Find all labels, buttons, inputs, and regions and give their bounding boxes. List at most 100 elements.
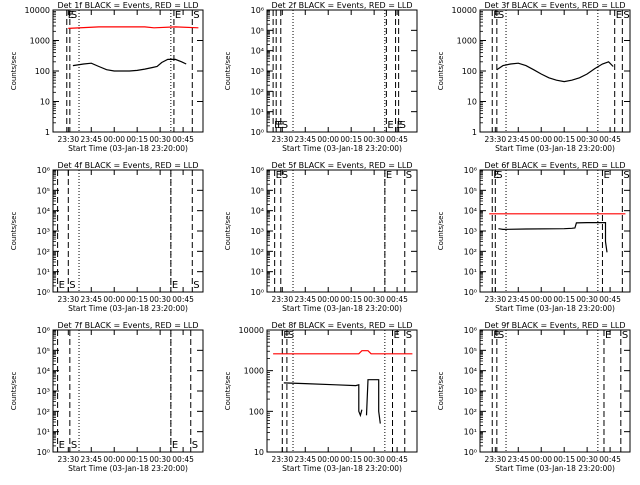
y-tick-label: 10⁰ [37, 448, 50, 457]
event-rate-line [498, 222, 608, 253]
y-axis-label: Counts/sec [224, 52, 232, 91]
y-axis-label: Counts/sec [10, 372, 18, 411]
y-tick-label: 10000 [239, 326, 264, 335]
event-marker-label: E [277, 120, 283, 131]
y-tick-label: 10³ [37, 387, 50, 396]
detector-panel-1: Det 1f BLACK = Events, RED = LLD Counts/s… [10, 1, 204, 153]
x-tick-label: 23:45 [507, 295, 529, 304]
event-marker-label: S [406, 330, 412, 341]
event-marker-label: S [282, 120, 288, 131]
x-tick-label: 00:30 [363, 455, 385, 464]
y-tick-label: 1 [45, 128, 50, 137]
event-marker-label: S [192, 440, 198, 451]
y-tick-label: 10⁶ [37, 166, 50, 175]
x-tick-label: 00:00 [530, 455, 552, 464]
y-tick-label: 10³ [251, 67, 264, 76]
x-tick-label: 23:45 [80, 295, 102, 304]
x-tick-label: 00:15 [340, 295, 362, 304]
event-marker-label: S [498, 10, 504, 21]
y-tick-label: 100 [462, 67, 477, 76]
chart-title: Det 6f BLACK = Events, RED = LLD [484, 161, 625, 170]
y-tick-label: 10¹ [464, 428, 477, 437]
x-tick-label: 00:15 [126, 455, 148, 464]
chart-title: Det 2f BLACK = Events, RED = LLD [271, 1, 412, 10]
x-tick-label: 00:00 [103, 295, 125, 304]
y-tick-label: 10⁶ [251, 166, 264, 175]
x-tick-label: 00:00 [317, 135, 339, 144]
y-tick-label: 10⁵ [464, 346, 477, 355]
event-marker-label: S [288, 330, 294, 341]
y-tick-label: 1000 [30, 37, 50, 46]
x-tick-label: 00:45 [386, 295, 408, 304]
y-tick-label: 10³ [464, 227, 477, 236]
y-tick-label: 10000 [452, 6, 477, 15]
y-tick-label: 100 [35, 67, 50, 76]
chart-title: Det 9f BLACK = Events, RED = LLD [484, 321, 625, 330]
x-tick-label: 00:30 [576, 295, 598, 304]
event-marker-label: S [71, 10, 77, 21]
y-axis-label: Counts/sec [10, 52, 18, 91]
x-tick-label: 00:15 [340, 455, 362, 464]
y-tick-label: 10¹ [464, 268, 477, 277]
chart-title: Det 5f BLACK = Events, RED = LLD [271, 161, 412, 170]
x-axis-label: Start Time (03-Jan-18 23:20:00) [282, 144, 402, 153]
y-tick-label: 10⁵ [251, 26, 264, 35]
event-marker-label: E [172, 440, 178, 451]
y-tick-label: 10⁰ [464, 288, 477, 297]
y-axis-label: Counts/sec [10, 212, 18, 251]
y-tick-label: 10¹ [251, 108, 264, 117]
y-tick-label: 10⁴ [37, 207, 50, 216]
y-tick-label: 1 [472, 128, 477, 137]
x-tick-label: 23:30 [271, 295, 293, 304]
y-tick-label: 10⁶ [37, 326, 50, 335]
plot-frame [479, 9, 631, 133]
y-axis-label: Counts/sec [224, 372, 232, 411]
y-tick-label: 10⁴ [464, 207, 477, 216]
event-marker-label: S [400, 120, 406, 131]
x-tick-label: 00:30 [149, 455, 171, 464]
y-tick-label: 10⁰ [37, 288, 50, 297]
x-tick-label: 00:15 [126, 135, 148, 144]
plot-frame [479, 329, 631, 453]
chart-title: Det 1f BLACK = Events, RED = LLD [57, 1, 198, 10]
event-marker-label: E [59, 280, 65, 291]
x-tick-label: 23:30 [57, 295, 79, 304]
event-marker-label: E [276, 170, 282, 181]
event-marker-label: S [282, 170, 288, 181]
x-tick-label: 00:00 [530, 135, 552, 144]
event-marker-label: S [496, 170, 502, 181]
event-marker-label: S [71, 440, 77, 451]
detector-panel-8: Det 8f BLACK = Events, RED = LLD Counts/s… [224, 321, 418, 473]
event-marker-label: E [386, 170, 392, 181]
x-tick-label: 00:00 [103, 455, 125, 464]
event-marker-label: E [493, 170, 499, 181]
x-axis-label: Start Time (03-Jan-18 23:20:00) [68, 304, 188, 313]
plot-frame [479, 169, 631, 293]
detector-panel-5: Det 5f BLACK = Events, RED = LLD Counts/s… [224, 161, 418, 313]
chart-title: Det 7f BLACK = Events, RED = LLD [57, 321, 198, 330]
x-tick-label: 00:15 [553, 455, 575, 464]
event-marker-label: E [603, 170, 609, 181]
x-tick-label: 00:45 [386, 135, 408, 144]
y-tick-label: 10³ [251, 227, 264, 236]
chart-title: Det 4f BLACK = Events, RED = LLD [57, 161, 198, 170]
x-tick-label: 00:30 [149, 135, 171, 144]
detector-panel-4: Det 4f BLACK = Events, RED = LLD Counts/s… [10, 161, 204, 313]
x-tick-label: 00:30 [363, 295, 385, 304]
event-marker-label: E [175, 10, 181, 21]
event-marker-label: E [59, 440, 65, 451]
x-tick-label: 00:45 [599, 455, 621, 464]
x-tick-label: 00:00 [317, 295, 339, 304]
x-tick-label: 00:15 [340, 135, 362, 144]
y-tick-label: 10⁰ [464, 448, 477, 457]
event-marker-label: E [616, 10, 622, 21]
y-tick-label: 10² [37, 407, 50, 416]
x-tick-label: 00:45 [599, 135, 621, 144]
detector-panel-7: Det 7f BLACK = Events, RED = LLD Counts/s… [10, 321, 204, 473]
detector-panel-6: Det 6f BLACK = Events, RED = LLD Counts/s… [437, 161, 631, 313]
event-marker-label: S [193, 10, 199, 21]
detector-panel-9: Det 9f BLACK = Events, RED = LLD Counts/s… [437, 321, 631, 473]
detector-panel-3: Det 3f BLACK = Events, RED = LLD Counts/s… [437, 1, 631, 153]
event-marker-label: E [605, 330, 611, 341]
